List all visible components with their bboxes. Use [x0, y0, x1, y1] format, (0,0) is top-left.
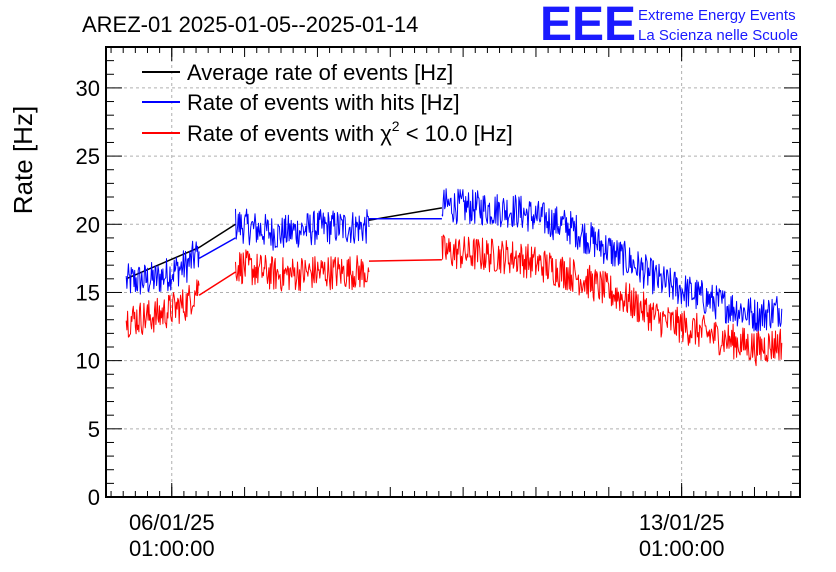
series-line-chi2 [198, 271, 236, 296]
x-tick-label-date: 06/01/25 [129, 510, 215, 535]
series-line-average [198, 223, 236, 249]
logo-line-2: La Scienza nelle Scuole [638, 27, 798, 44]
series-line-hits [441, 188, 783, 334]
series-line-chi2 [441, 234, 783, 367]
eee-logo: EEE [540, 0, 636, 51]
legend: Average rate of events [Hz] Rate of even… [142, 60, 513, 146]
y-tick-label: 30 [76, 76, 100, 101]
series-line-chi2 [368, 258, 442, 262]
y-tick-label: 0 [88, 485, 100, 510]
legend-chi2-symbol: χ [380, 121, 392, 146]
y-tick-label: 20 [76, 212, 100, 237]
series-line-hits [235, 208, 370, 251]
y-tick-label: 15 [76, 280, 100, 305]
legend-chi2-prefix: Rate of events with [187, 121, 380, 146]
logo-line-1: Extreme Energy Events [638, 7, 796, 24]
legend-chi2-sup: 2 [392, 118, 400, 134]
y-tick-label: 10 [76, 349, 100, 374]
legend-average: Average rate of events [Hz] [187, 60, 453, 85]
series-chi2 [125, 234, 783, 367]
legend-chi2: Rate of events with χ2 < 10.0 [Hz] [187, 118, 513, 146]
x-tick-label-time: 01:00:00 [639, 536, 725, 561]
x-tick-label-time: 01:00:00 [129, 536, 215, 561]
y-axis-title: Rate [Hz] [8, 106, 38, 214]
series-line-chi2 [125, 279, 200, 338]
y-tick-label: 5 [88, 417, 100, 442]
series-hits [125, 188, 783, 334]
legend-chi2-suffix: < 10.0 [Hz] [400, 121, 513, 146]
y-tick-label: 25 [76, 144, 100, 169]
series-line-hits [125, 240, 200, 295]
x-tick-label-date: 13/01/25 [639, 510, 725, 535]
chart-title: AREZ-01 2025-01-05--2025-01-14 [82, 12, 418, 37]
series-line-hits [198, 237, 236, 260]
axes-frame [105, 46, 801, 498]
series-line-chi2 [235, 249, 370, 292]
tick-labels: 05101520253006/01/2501:00:0013/01/2501:0… [76, 76, 725, 561]
series-layer [125, 188, 783, 367]
grid-lines [106, 47, 800, 497]
plot-frame [105, 46, 801, 498]
legend-hits: Rate of events with hits [Hz] [187, 90, 460, 115]
